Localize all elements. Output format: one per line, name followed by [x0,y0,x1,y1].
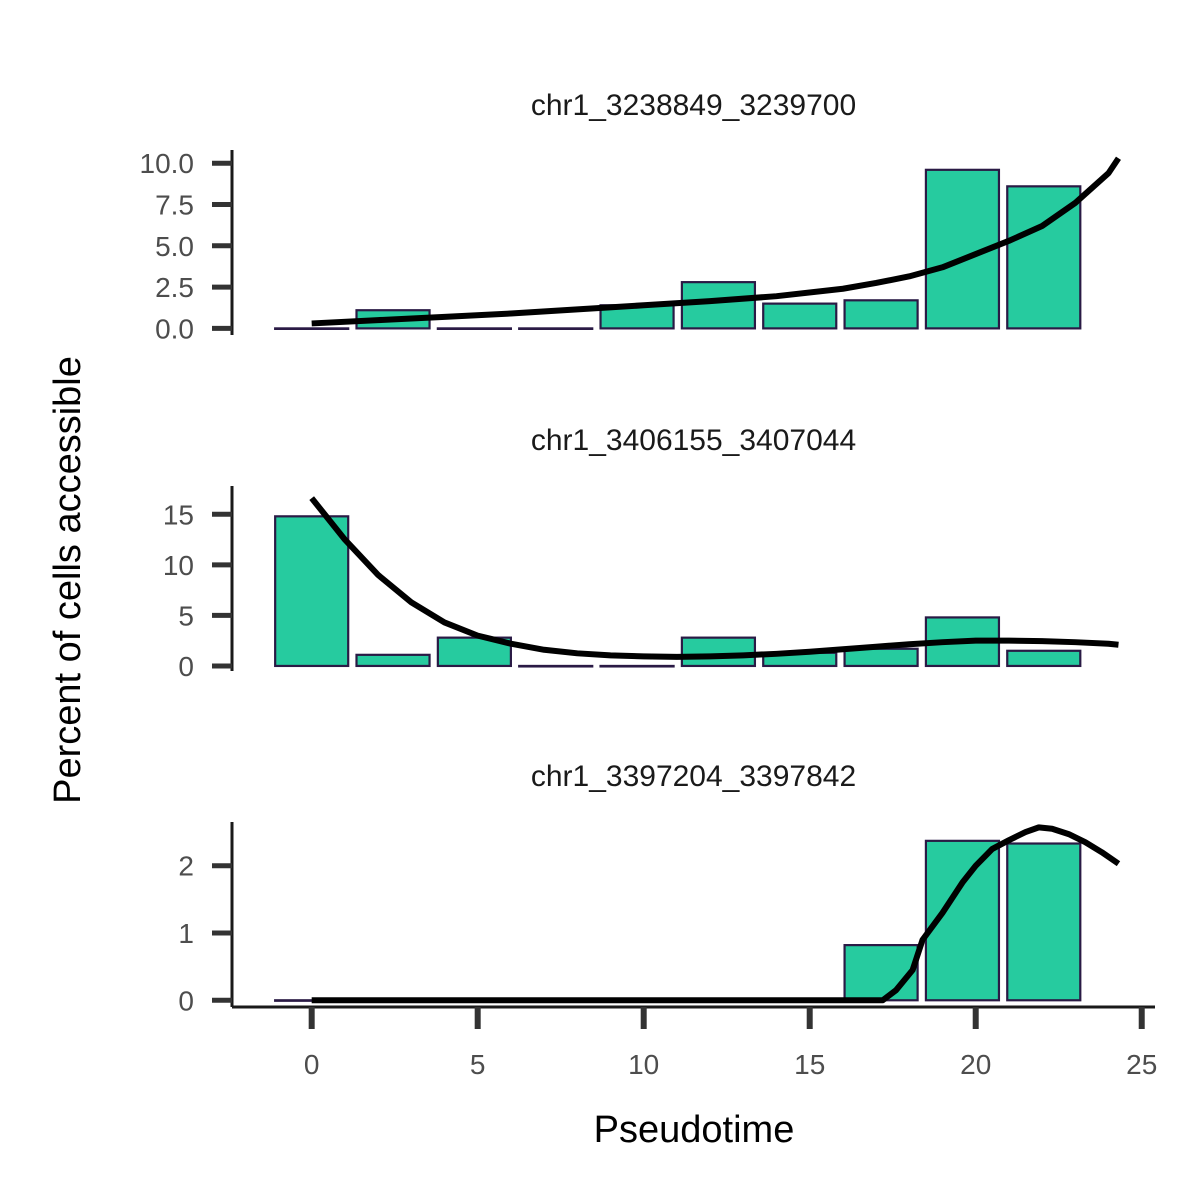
bar [762,302,838,330]
bar [680,281,757,330]
bar [599,664,675,668]
bar [274,515,350,668]
facet-title: chr1_3238849_3239700 [531,89,856,122]
bar [680,636,757,668]
y-tick-label: 1 [178,918,194,949]
y-axis-title: Percent of cells accessible [47,356,89,804]
bar [355,653,431,668]
bar [1006,842,1082,1002]
y-tick-label: 5 [178,600,194,631]
x-tick-label: 20 [960,1049,991,1080]
x-axis: 0 5 10 15 20 25 [232,1005,1157,1080]
x-tick-label: 15 [794,1049,825,1080]
x-tick-label: 10 [628,1049,659,1080]
y-tick-label: 10 [163,550,194,581]
bar [518,664,594,668]
facet-title: chr1_3397204_3397842 [531,760,856,793]
y-tick-label: 7.5 [155,190,194,221]
bar [436,327,512,330]
x-tick-label: 5 [470,1049,486,1080]
facet-panel-1: chr1_3238849_3239700 0.0 2.5 5.0 7.5 10.0 [140,89,1121,344]
bar [518,327,594,330]
x-tick-label: 25 [1126,1049,1157,1080]
bar [843,944,919,1002]
fit-line [311,156,1121,327]
fit-line [309,496,1119,660]
y-tick-label: 15 [163,499,194,530]
bar [843,299,919,330]
facet-panel-3: chr1_3397204_3397842 0 1 2 [178,760,1121,1016]
x-tick-label: 0 [304,1049,320,1080]
facet-panels: chr1_3238849_32397000.02.55.07.510.0chr1… [140,89,1121,1016]
bar [1006,649,1082,668]
y-tick-label: 2.5 [155,272,194,303]
facet-title: chr1_3406155_3407044 [531,424,856,457]
y-tick-label: 2 [178,851,194,882]
y-tick-label: 0.0 [155,313,194,344]
y-tick-label: 5.0 [155,231,194,262]
bar [274,327,350,330]
bar [843,647,919,668]
x-axis-title: Pseudotime [594,1109,795,1151]
y-tick-label: 0 [178,651,194,682]
y-tick-label: 0 [178,985,194,1016]
fit-line [311,824,1121,1004]
facet-panel-2: chr1_3406155_3407044 0 5 10 15 [163,424,1119,682]
y-tick-label: 10.0 [140,148,195,179]
